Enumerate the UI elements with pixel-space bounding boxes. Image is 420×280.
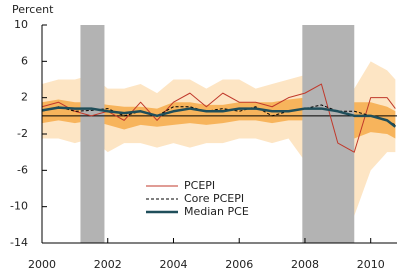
x-tick-label: 2002 [94,258,122,271]
y-tick-label: -10 [10,200,28,213]
series-line [41,106,397,128]
y-tick-label: -14 [10,236,28,249]
y-tick-label: 2 [21,91,28,104]
y-tick-label: 10 [14,18,28,31]
y-axis-label: Percent [12,3,54,16]
legend-label: PCEPI [184,179,215,192]
x-tick-label: 2004 [159,258,187,271]
y-tick-label: -6 [17,163,28,176]
legend-label: Median PCE [184,205,249,218]
recession-shading [80,25,105,243]
recession-shading [302,25,355,243]
x-tick-label: 2008 [291,258,319,271]
x-tick-label: 2000 [28,258,56,271]
y-tick-label: -2 [17,127,28,140]
series-line [41,83,396,153]
x-tick-label: 2010 [357,258,385,271]
y-tick-label: 6 [21,54,28,67]
x-tick-label: 2006 [225,258,253,271]
legend-label: Core PCEPI [184,192,244,205]
